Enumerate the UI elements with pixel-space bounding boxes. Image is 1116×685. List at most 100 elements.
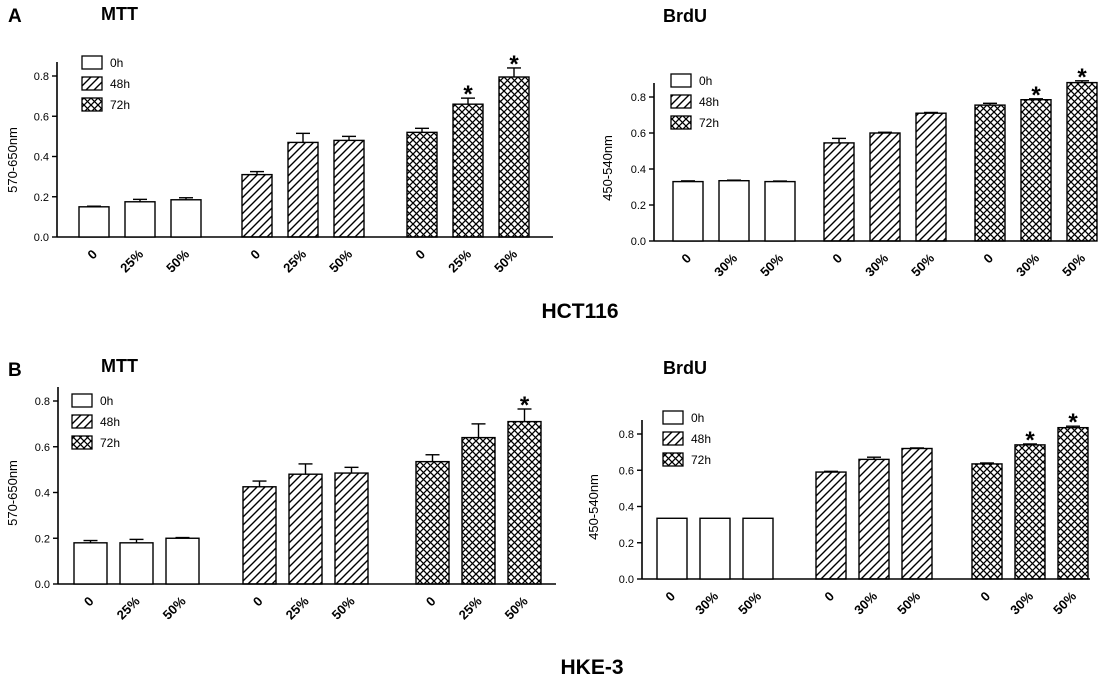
bar-48h [334,472,369,585]
bar-72h [452,103,484,238]
category-label: 0 [84,247,100,263]
significance-star: * [463,81,473,108]
bar-72h [1020,98,1052,242]
category-label: 25% [456,593,485,622]
category-label: 0 [662,589,678,605]
category-label: 0 [247,247,263,263]
category-label: 30% [862,250,891,279]
chart-brdu-hke3: 0.0 0.2 0.4 0.6 0.8 450-540nm 0 30% 50% 0 30% 50% 0 *… [586,409,1090,618]
legend-swatch-48h [670,94,692,109]
bar-48h [815,471,847,580]
legend-swatch-48h [662,431,684,446]
bar-72h [461,436,496,585]
category-label: 50% [163,246,192,275]
y-axis-label: 450-540nm [586,474,601,540]
bar-72h [415,460,450,585]
legend-swatch-0h [670,73,692,88]
bar-0h [699,517,731,580]
bar-0h [764,180,796,242]
y-tick-label: 0.8 [619,429,634,441]
bar-72h [1066,81,1098,242]
chart-mtt-hct116: 0.0 0.2 0.4 0.6 0.8 570-650nm 0 25% 50% 0 25% 50% 0 *… [5,51,553,276]
y-axis-label: 450-540nm [600,135,615,201]
cell-line-label-a: HCT116 [541,300,618,323]
legend-swatch-0h [71,393,93,408]
bar-48h [858,458,890,580]
category-label: 0 [821,589,837,605]
legend-label: 48h [691,432,711,446]
significance-star: * [1031,82,1041,109]
bar-0h [124,201,156,238]
significance-star: * [520,392,530,419]
legend-swatch-72h [670,115,692,130]
category-label: 50% [160,593,189,622]
category-label: 25% [283,593,312,622]
bar-48h [241,173,273,238]
chart-title-brdu-a: BrdU [663,6,707,26]
bar-0h [78,206,110,238]
bar-0h [672,180,704,242]
bar-72h [498,76,530,238]
category-label: 50% [908,250,937,279]
y-axis-label: 570-650nm [5,460,20,526]
y-axis-label: 570-650nm [5,127,20,193]
category-label: 0 [977,589,993,605]
legend-label: 48h [699,95,719,109]
bar-48h [288,473,323,585]
category-label: 0 [829,251,845,267]
chart-mtt-hke3: 0.0 0.2 0.4 0.6 0.8 570-650nm 0 25% 50% 0 25% 50% 0 2… [5,387,556,623]
y-tick-label: 0.0 [619,574,634,586]
category-label: 50% [491,246,520,275]
legend-label: 48h [100,415,120,429]
legend-swatch-48h [71,414,93,429]
y-tick-label: 0.0 [631,236,646,248]
category-label: 30% [851,588,880,617]
category-label: 50% [502,593,531,622]
legend-label: 72h [100,436,120,450]
chart-title-mtt-b: MTT [101,356,138,376]
legend-swatch-72h [81,97,103,112]
bar-72h [971,463,1003,580]
category-label: 30% [1013,250,1042,279]
y-tick-label: 0.0 [34,232,49,244]
legend-swatch-72h [662,452,684,467]
y-tick-label: 0.4 [34,152,49,164]
category-label: 30% [1007,588,1036,617]
chart-title-mtt-a: MTT [101,4,138,24]
panel-letter-a: A [8,6,22,27]
chart-brdu-hct116: 0.0 0.2 0.4 0.6 0.8 450-540nm 0 30% 50% 0 30% 50% 0 *… [600,64,1098,280]
bar-48h [915,112,947,242]
legend-label: 0h [110,56,123,70]
category-label: 50% [1059,250,1088,279]
y-tick-label: 0.4 [631,164,646,176]
bar-48h [901,447,933,580]
legend-swatch-0h [662,410,684,425]
chart-title-brdu-b: BrdU [663,358,707,378]
bar-0h [170,199,202,238]
significance-star: * [1025,427,1035,454]
legend-label: 0h [100,394,113,408]
category-label: 30% [692,588,721,617]
category-label: 50% [735,588,764,617]
bar-72h [406,131,438,238]
bar-0h [718,179,750,242]
category-label: 50% [326,246,355,275]
category-label: 0 [423,594,439,610]
bar-72h [1057,426,1089,580]
category-label: 0 [81,594,97,610]
bar-0h [119,542,154,585]
category-label: 0 [678,251,694,267]
y-tick-label: 0.6 [35,442,50,454]
y-tick-label: 0.0 [35,579,50,591]
y-tick-label: 0.8 [34,71,49,83]
legend-swatch-72h [71,435,93,450]
bar-48h [823,142,855,242]
category-label: 0 [412,247,428,263]
legend-label: 72h [691,453,711,467]
significance-star: * [1068,409,1078,436]
y-tick-label: 0.8 [631,92,646,104]
y-tick-label: 0.4 [619,502,634,514]
bar-0h [73,542,108,585]
category-label: 50% [894,588,923,617]
category-label: 50% [1050,588,1079,617]
